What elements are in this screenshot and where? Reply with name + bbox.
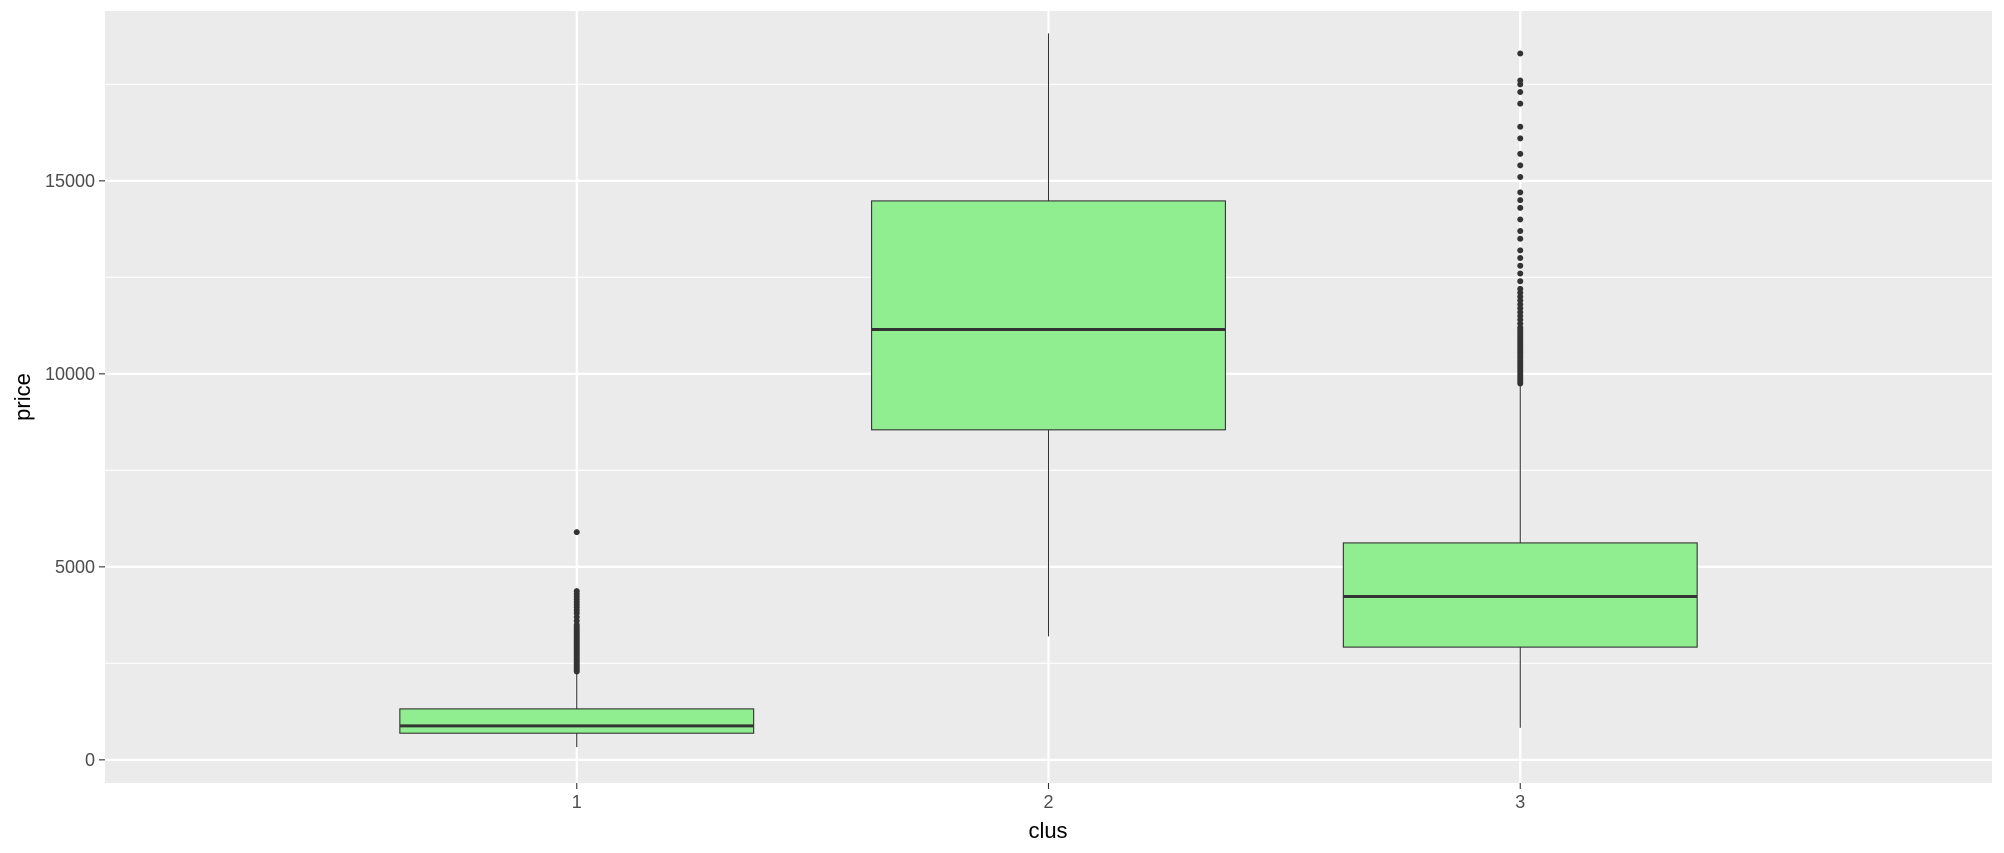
outlier-point bbox=[1517, 247, 1524, 254]
outlier-point bbox=[1517, 197, 1524, 204]
box-group-2 bbox=[871, 33, 1226, 637]
y-tick-label: 15000 bbox=[45, 171, 95, 191]
x-tick-label: 1 bbox=[572, 792, 582, 812]
box-iqr bbox=[871, 200, 1226, 431]
x-tick-label: 3 bbox=[1515, 792, 1525, 812]
outlier-point bbox=[573, 588, 580, 595]
outlier-point bbox=[1517, 204, 1524, 211]
outlier-point bbox=[1517, 189, 1524, 196]
outlier-point bbox=[1517, 285, 1524, 292]
outlier-point bbox=[1517, 270, 1524, 277]
y-tick-label: 10000 bbox=[45, 364, 95, 384]
x-tick-label: 2 bbox=[1043, 792, 1053, 812]
outlier-point bbox=[1517, 173, 1524, 180]
y-axis-title: price bbox=[10, 373, 35, 421]
box-group-1 bbox=[399, 529, 755, 748]
outlier-point bbox=[1517, 162, 1524, 169]
outlier-point bbox=[1517, 255, 1524, 262]
outlier-point bbox=[573, 529, 580, 536]
outlier-point bbox=[1517, 50, 1524, 57]
outlier-point bbox=[1517, 100, 1524, 107]
box-iqr bbox=[1342, 542, 1698, 648]
outlier-point bbox=[1517, 278, 1524, 285]
outlier-point bbox=[1517, 123, 1524, 130]
y-axis-ticks: 0 5000 10000 15000 bbox=[45, 171, 105, 770]
box-group-3 bbox=[1342, 50, 1698, 728]
outlier-point bbox=[1517, 150, 1524, 157]
y-tick-label: 0 bbox=[85, 750, 95, 770]
boxes bbox=[399, 33, 1698, 748]
outlier-point bbox=[1517, 89, 1524, 96]
box-iqr bbox=[399, 708, 755, 734]
outlier-point bbox=[1517, 216, 1524, 223]
outlier-point bbox=[1517, 135, 1524, 142]
outlier-point bbox=[1517, 228, 1524, 235]
y-tick-label: 5000 bbox=[55, 557, 95, 577]
x-axis-ticks: 1 2 3 bbox=[572, 783, 1525, 812]
outlier-point bbox=[1517, 77, 1524, 84]
x-axis-title: clus bbox=[1028, 818, 1067, 843]
outlier-point bbox=[1517, 235, 1524, 242]
outlier-point bbox=[1517, 262, 1524, 269]
